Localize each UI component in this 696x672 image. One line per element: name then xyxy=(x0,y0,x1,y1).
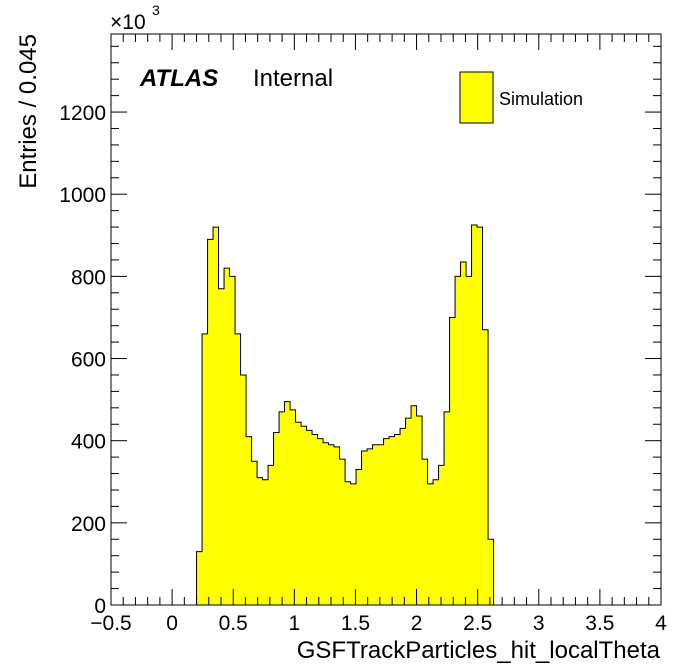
histogram-bin xyxy=(246,436,252,605)
histogram-bin xyxy=(378,444,384,605)
y-multiplier-exponent: 3 xyxy=(152,2,160,18)
histogram-bin xyxy=(460,261,467,605)
atlas-label: ATLAS xyxy=(139,65,218,92)
histogram-bin xyxy=(328,444,335,605)
histogram-bin xyxy=(339,459,346,605)
histogram-bin xyxy=(273,432,280,605)
histogram-bin xyxy=(444,411,450,605)
histogram-bin xyxy=(411,405,417,605)
histogram-bin xyxy=(218,288,225,605)
histogram-bin xyxy=(405,418,412,605)
legend-label-simulation: Simulation xyxy=(499,89,583,109)
histogram-bin xyxy=(482,329,489,605)
y-tick-label: 800 xyxy=(71,266,106,289)
histogram-bin xyxy=(279,411,285,605)
histogram-bin xyxy=(427,483,434,605)
axis-ticks xyxy=(110,34,662,606)
histogram-bin xyxy=(356,469,362,605)
histogram-bin xyxy=(306,430,313,605)
histogram-bin xyxy=(488,539,494,605)
status-label: Internal xyxy=(253,65,333,92)
x-axis-title: GSFTrackParticles_hit_localTheta xyxy=(297,637,661,664)
histogram-bin xyxy=(422,459,428,605)
y-tick-label: 1000 xyxy=(59,184,106,207)
x-tick-label: 4 xyxy=(655,612,667,635)
histogram-bin xyxy=(224,268,230,605)
histogram-bin xyxy=(455,276,461,605)
plot-frame xyxy=(110,33,662,606)
y-axis-title: Entries / 0.045 xyxy=(15,34,42,189)
histogram-bin xyxy=(301,426,307,605)
histogram-bin xyxy=(350,483,357,605)
x-tick-label: 0 xyxy=(166,612,178,635)
histogram-bin xyxy=(240,374,247,605)
histogram-bin xyxy=(323,442,329,605)
histogram-bin xyxy=(466,276,472,605)
histogram-bin xyxy=(235,333,241,605)
histogram-bin xyxy=(449,317,456,605)
y-tick-label: 200 xyxy=(71,513,106,536)
histogram-bin xyxy=(290,409,296,605)
histogram-bin xyxy=(284,401,291,605)
histogram-bin xyxy=(372,444,379,605)
histogram-bin xyxy=(383,438,390,605)
histogram-bin xyxy=(257,477,263,605)
tick-labels: −0.5 0 0.5 1 1.5 2 2.5 3 3.5 40200400600800100012… xyxy=(59,102,667,635)
histogram-bin xyxy=(312,434,318,605)
histogram-bin xyxy=(389,436,395,605)
y-tick-label: 0 xyxy=(94,595,106,618)
legend-swatch-simulation xyxy=(459,71,494,124)
x-tick-label: 2.5 xyxy=(463,612,492,635)
y-tick-label: 400 xyxy=(71,431,106,454)
histogram-bars xyxy=(196,224,495,605)
histogram-bin xyxy=(262,479,269,605)
histogram-bin xyxy=(317,438,324,605)
histogram-bin xyxy=(416,416,423,605)
histogram-bin xyxy=(400,428,406,605)
x-tick-label: 0.5 xyxy=(219,612,248,635)
histogram-bin xyxy=(295,422,302,605)
histogram-bin xyxy=(334,446,340,605)
y-tick-label: 600 xyxy=(71,349,106,372)
histogram-bin xyxy=(202,333,208,605)
histogram-bin xyxy=(196,551,203,605)
y-tick-label: 1200 xyxy=(59,102,106,125)
histogram-bin xyxy=(361,450,368,605)
histogram-bin xyxy=(477,227,483,605)
histogram-bin xyxy=(345,481,351,605)
histogram-bin xyxy=(251,461,258,605)
x-tick-label: −0.5 xyxy=(90,612,131,635)
histogram-bin xyxy=(229,276,236,605)
x-tick-label: 3.5 xyxy=(585,612,614,635)
y-multiplier: ×10 xyxy=(110,11,146,34)
x-tick-label: 1.5 xyxy=(341,612,370,635)
histogram-bin xyxy=(213,227,219,605)
histogram-bin xyxy=(433,479,439,605)
x-tick-label: 2 xyxy=(411,612,423,635)
histogram-bin xyxy=(207,239,214,605)
histogram-bin xyxy=(268,465,274,605)
histogram-bin xyxy=(394,434,401,605)
x-tick-label: 1 xyxy=(288,612,300,635)
x-tick-label: 3 xyxy=(533,612,545,635)
histogram-bin xyxy=(438,465,445,605)
histogram-outline xyxy=(196,224,495,605)
histogram-bin xyxy=(367,448,373,605)
histogram-bin xyxy=(471,225,478,605)
